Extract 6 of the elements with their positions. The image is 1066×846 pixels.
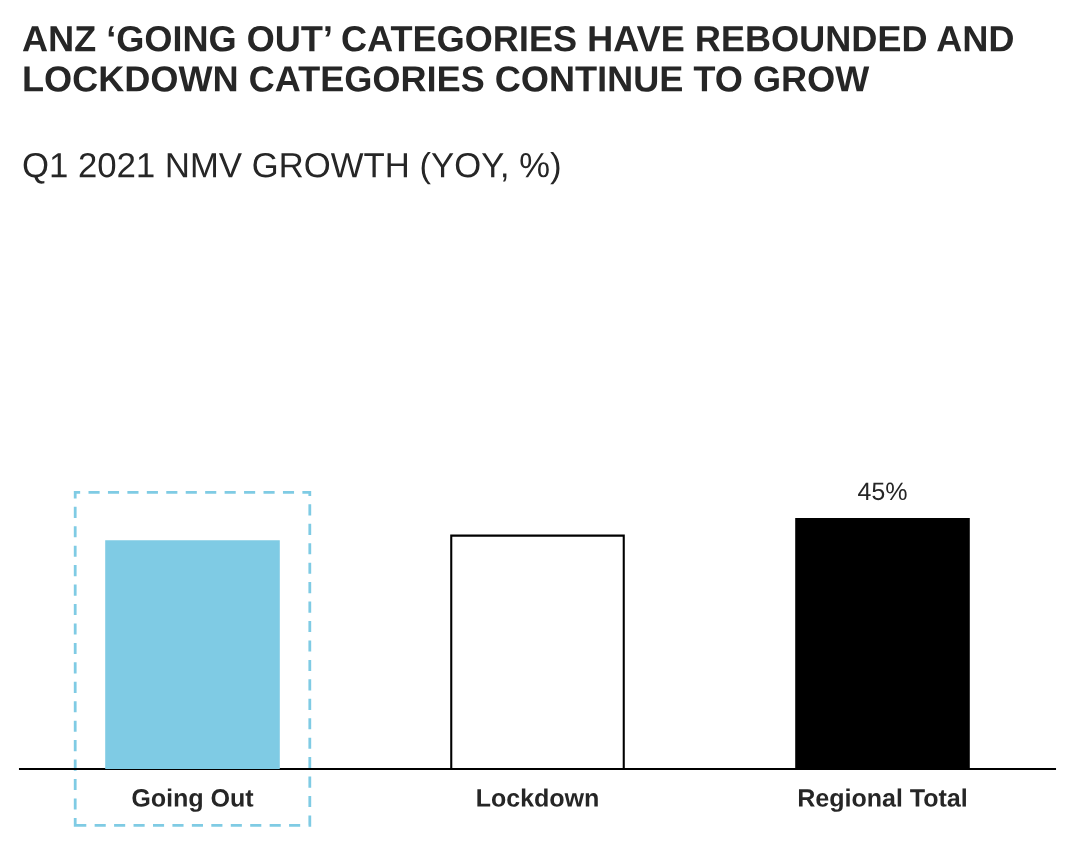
- chart-title: ANZ ‘GOING OUT’ CATEGORIES HAVE REBOUNDED AND LOCKDOWN CATEGORIES CONTINUE TO GROW: [22, 25, 1013, 92]
- chart-subtitle: Q1 2021 NMV GROWTH (YOY, %): [23, 152, 560, 185]
- x-tick-label: Regional Total: [798, 788, 966, 812]
- data-label: 45%: [858, 482, 907, 501]
- x-tick-label: Lockdown: [477, 788, 598, 807]
- x-tick-label: Going Out: [132, 788, 254, 812]
